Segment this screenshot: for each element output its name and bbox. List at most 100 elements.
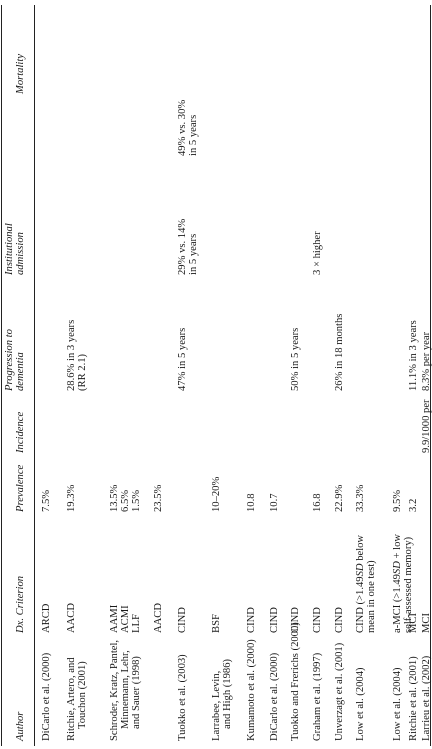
- cell-criterion: CIND: [290, 607, 301, 633]
- cell-author: Low et al. (2004): [355, 667, 366, 741]
- cell-institutional: 3 × higher: [312, 231, 323, 275]
- cell-progression: 50% in 5 years: [290, 328, 301, 391]
- top-rule: [1, 5, 2, 746]
- criterion-line: MCI: [408, 613, 419, 633]
- header-institutional-line-2: admission: [15, 223, 26, 275]
- cell-prevalence: 22.9%: [334, 485, 345, 512]
- header-institutional: Institutional admission: [4, 223, 26, 275]
- header-progression-line-2: dementia: [15, 329, 26, 391]
- cell-criterion: BSF: [211, 614, 222, 633]
- cell-criterion: CIND: [312, 607, 323, 633]
- cell-prevalence: 10.7: [269, 493, 280, 512]
- header-incidence: Incidence: [15, 412, 26, 453]
- cell-institutional: 29% vs. 14% in 5 years: [177, 219, 199, 275]
- header-progression: Progression to dementia: [4, 329, 26, 391]
- cell-progression: 47% in 5 years: [177, 328, 188, 391]
- author-line: Larrieu et al. (2002): [421, 656, 432, 741]
- cell-prevalence: 13.5% 6.5% 1.5% 23.5%: [109, 485, 164, 512]
- cell-criterion: AACD: [66, 603, 77, 633]
- mortality-line: in 5 years: [188, 100, 199, 156]
- header-prevalence: Prevalence: [15, 465, 26, 512]
- criterion-line: mean in one test): [366, 535, 377, 633]
- criterion-line: BSF: [211, 614, 222, 633]
- criterion-line: CIND: [246, 607, 257, 633]
- prevalence-line: 10–20%: [211, 477, 222, 512]
- criterion-line: CIND: [312, 607, 323, 633]
- criterion-line: CIND: [290, 607, 301, 633]
- progression-line: 28.6% in 3 years: [66, 320, 77, 391]
- incidence-line: 9.9/1000 per: [421, 399, 432, 453]
- prevalence-line: 13.5%: [109, 485, 120, 512]
- prevalence-line: 7.5%: [41, 490, 52, 512]
- cell-prevalence: 10.8: [246, 493, 257, 512]
- cell-criterion: CIND: [177, 607, 188, 633]
- cell-criterion: CIND (>1.49SD below mean in one test): [355, 535, 377, 633]
- cell-author: DiCarlo et al. (2000): [41, 653, 52, 741]
- prevalence-line: 19.3%: [66, 485, 77, 512]
- prevalence-line: 3.2: [408, 499, 419, 512]
- criterion-line: AAMI: [109, 603, 120, 633]
- author-line: DiCarlo et al. (2000): [269, 653, 280, 741]
- cell-author: Unverzagt et al. (2001): [334, 643, 345, 741]
- author-line: Unverzagt et al. (2001): [334, 643, 345, 741]
- cell-author: Larrieu et al. (2002): [421, 656, 432, 741]
- author-line: Schroder, Kratz, Pantel,: [109, 640, 120, 741]
- criterion-line: MCI: [421, 613, 432, 633]
- cell-author: Schroder, Kratz, Pantel, Minnemann, Lehr,…: [109, 640, 142, 741]
- author-line: and High (1986): [222, 659, 233, 741]
- prevalence-line: 16.8: [312, 493, 323, 512]
- prevalence-line: 1.5%: [131, 485, 142, 512]
- criterion-line: a-MCI (>1.49SD + low: [392, 534, 403, 633]
- header-mortality: Mortality: [15, 54, 26, 94]
- prevalence-line: 10.7: [269, 493, 280, 512]
- author-line: Graham et al. (1997): [312, 653, 323, 741]
- progression-line: 8.3% per year: [421, 332, 432, 391]
- prevalence-line: 6.5%: [120, 485, 131, 512]
- cell-criterion: CIND: [269, 607, 280, 633]
- progression-line: (RR 2.1): [77, 320, 88, 391]
- cell-prevalence: 16.8: [312, 493, 323, 512]
- prevalence-line: 10.8: [246, 493, 257, 512]
- header-criterion: Dx. Criterion: [15, 576, 26, 633]
- criterion-sd-italic: SD: [392, 561, 403, 574]
- author-line: Ritchie et al. (2001): [408, 656, 419, 741]
- progression-line: 50% in 5 years: [290, 328, 301, 391]
- cell-prevalence: 7.5%: [41, 490, 52, 512]
- cell-author: Ritchie, Artero, and Touchon (2001): [66, 657, 88, 741]
- cell-mortality: 49% vs. 30% in 5 years: [177, 100, 199, 156]
- cell-criterion: AAMI ACMI LLF AACD: [109, 603, 164, 633]
- criterion-line: ARCD: [41, 604, 52, 633]
- cell-author: Kumamoto et al. (2000): [246, 639, 257, 741]
- author-line: Tuokko and Frerichs (2000): [290, 622, 301, 741]
- header-institutional-line-1: Institutional: [4, 223, 15, 275]
- author-line: Larrabee, Levin,: [211, 659, 222, 741]
- criterion-part: + low: [392, 534, 403, 561]
- cell-author: Ritchie et al. (2001): [408, 656, 419, 741]
- criterion-part: below: [355, 535, 366, 564]
- prevalence-line: 9.5%: [392, 490, 403, 512]
- author-line: Minnemann, Lehr,: [120, 640, 131, 741]
- institutional-line: 3 × higher: [312, 231, 323, 275]
- author-line: DiCarlo et al. (2000): [41, 653, 52, 741]
- cell-prevalence: 19.3%: [66, 485, 77, 512]
- criterion-part: a-MCI (>1.49: [392, 574, 403, 633]
- criterion-line: LLF: [131, 603, 142, 633]
- cell-criterion: ARCD: [41, 604, 52, 633]
- prevalence-line: 22.9%: [334, 485, 345, 512]
- cell-progression: 28.6% in 3 years (RR 2.1): [66, 320, 88, 391]
- mortality-line: 49% vs. 30%: [177, 100, 188, 156]
- criterion-line: AACD: [153, 603, 164, 633]
- criterion-part: CIND (>1.49: [355, 576, 366, 633]
- cell-prevalence: 3.2: [408, 499, 419, 512]
- criterion-line: AACD: [66, 603, 77, 633]
- prevalence-line: 23.5%: [153, 485, 164, 512]
- cell-criterion: CIND: [334, 607, 345, 633]
- criterion-line: CIND: [269, 607, 280, 633]
- criterion-line: [142, 603, 153, 633]
- cell-author: Tuokko et al. (2003): [177, 654, 188, 741]
- author-line: Tuokko et al. (2003): [177, 654, 188, 741]
- institutional-line: 29% vs. 14%: [177, 219, 188, 275]
